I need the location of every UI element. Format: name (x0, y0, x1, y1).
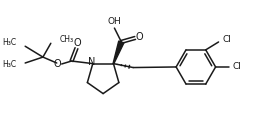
Text: H₃C: H₃C (2, 60, 16, 69)
Text: Cl: Cl (222, 36, 231, 44)
Text: OH: OH (108, 17, 121, 26)
Text: Cl: Cl (233, 62, 242, 72)
Text: O: O (135, 32, 143, 42)
Text: CH₃: CH₃ (60, 35, 74, 44)
Text: O: O (74, 38, 81, 48)
Text: O: O (54, 59, 62, 69)
Text: H₃C: H₃C (2, 38, 16, 47)
Polygon shape (113, 41, 124, 64)
Text: N: N (88, 57, 95, 67)
